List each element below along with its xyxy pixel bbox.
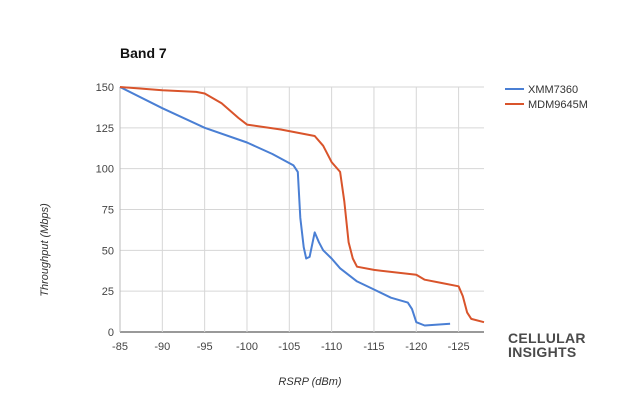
x-tick-label: -95 bbox=[197, 341, 213, 353]
y-axis-label: Throughput (Mbps) bbox=[39, 203, 51, 297]
y-tick-label: 0 bbox=[108, 327, 114, 339]
legend: XMM7360 MDM9645M bbox=[505, 84, 588, 111]
y-axis: 0 25 50 75 100 125 150 bbox=[96, 82, 114, 339]
legend-label: MDM9645M bbox=[528, 99, 588, 111]
x-tick-label: -85 bbox=[112, 341, 128, 353]
chart-title: Band 7 bbox=[120, 45, 167, 61]
x-tick-label: -120 bbox=[405, 341, 427, 353]
x-tick-label: -100 bbox=[236, 341, 258, 353]
x-tick-label: -115 bbox=[363, 341, 384, 353]
grid-lines bbox=[119, 86, 484, 333]
x-tick-label: -90 bbox=[154, 341, 170, 353]
y-tick-label: 125 bbox=[96, 123, 114, 135]
x-tick-label: -110 bbox=[321, 341, 342, 353]
series-lines bbox=[119, 86, 485, 327]
y-tick-label: 100 bbox=[96, 164, 114, 176]
x-tick-label: -105 bbox=[278, 341, 300, 353]
legend-label: XMM7360 bbox=[528, 84, 578, 96]
y-tick-label: 50 bbox=[102, 245, 114, 257]
brand-line2: INSIGHTS bbox=[508, 344, 577, 360]
y-tick-label: 25 bbox=[102, 286, 114, 298]
x-axis: -85 -90 -95 -100 -105 -110 -115 -120 -125 bbox=[112, 341, 470, 353]
brand-line1: CELLULAR bbox=[508, 330, 586, 346]
x-axis-label: RSRP (dBm) bbox=[278, 376, 341, 388]
y-tick-label: 150 bbox=[96, 82, 114, 94]
y-tick-label: 75 bbox=[102, 205, 114, 217]
series-line-mdm9645m bbox=[119, 86, 485, 324]
x-tick-label: -125 bbox=[448, 341, 470, 353]
series-line-xmm7360 bbox=[119, 86, 451, 327]
